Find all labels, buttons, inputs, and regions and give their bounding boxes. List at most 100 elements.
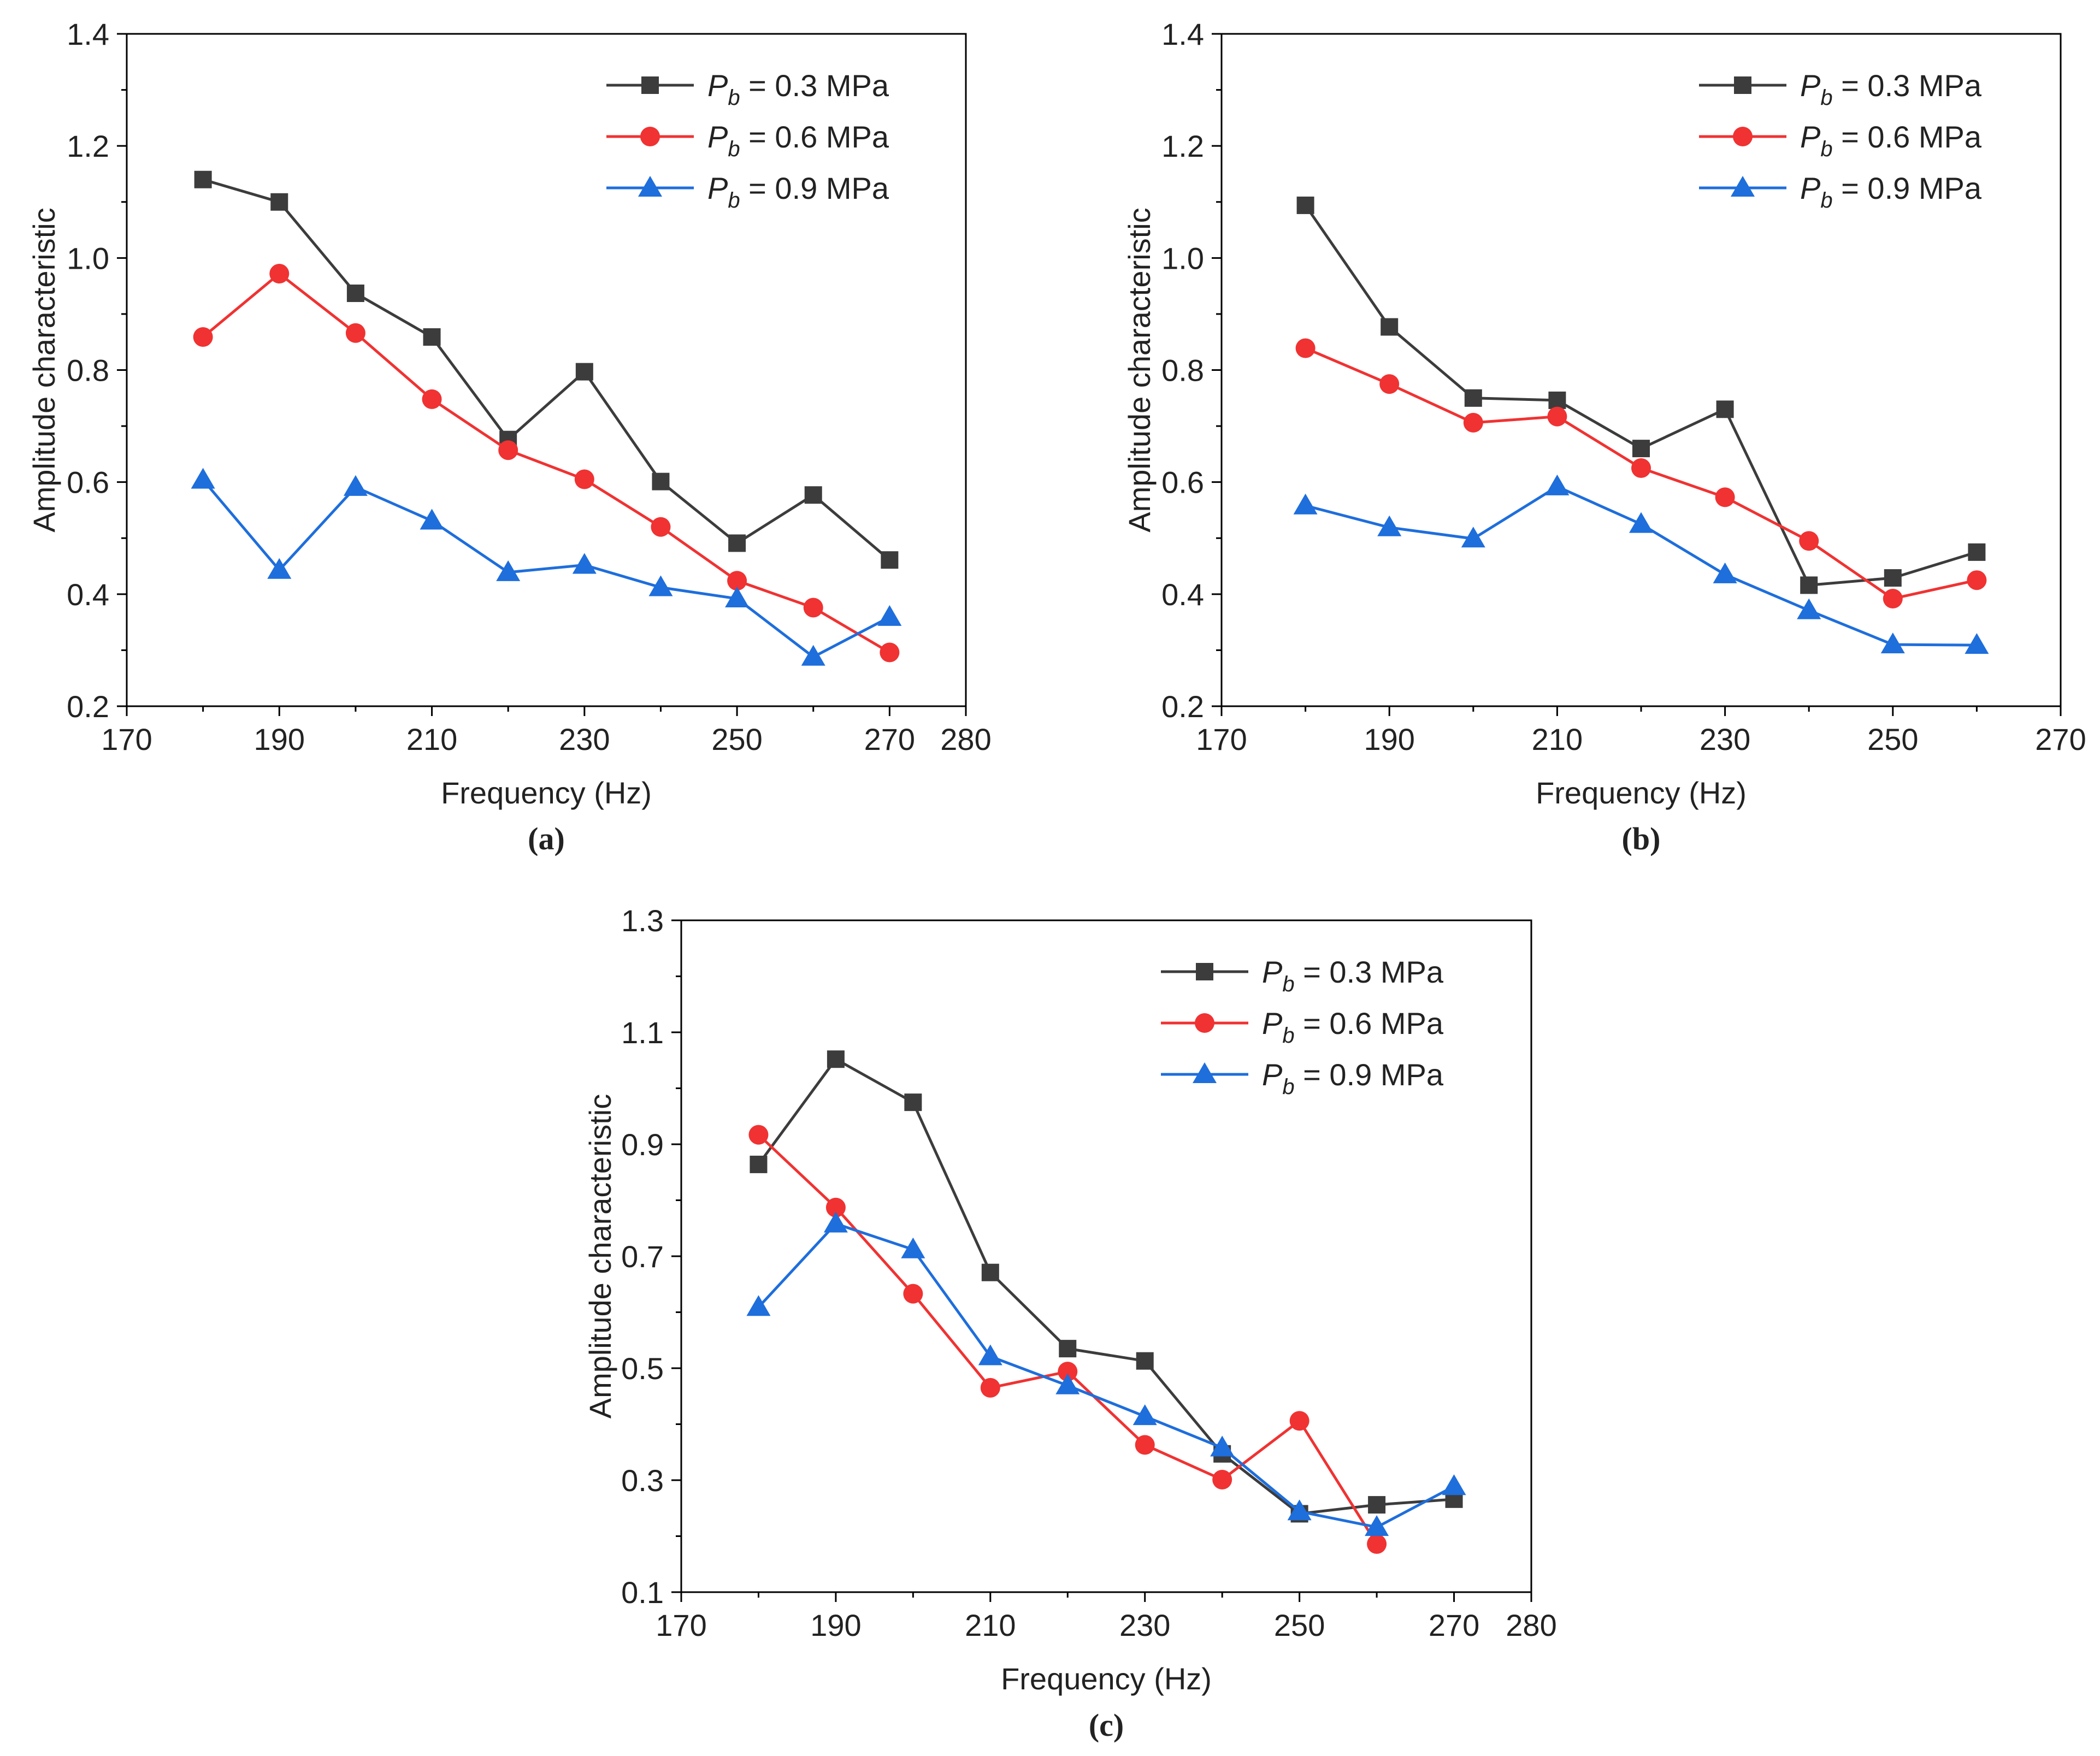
panel-label: (b) — [1622, 821, 1661, 856]
series-square-point — [981, 1263, 999, 1281]
x-tick-label: 250 — [1867, 722, 1918, 756]
series-triangle-point — [1713, 562, 1737, 583]
series-square-point — [1464, 389, 1482, 407]
series-triangle-point — [343, 475, 368, 496]
x-tick-label: 230 — [1119, 1608, 1170, 1642]
series-circle-point — [1367, 1534, 1387, 1554]
legend-label: Pb = 0.9 MPa — [1800, 171, 1982, 212]
legend-marker — [1733, 127, 1753, 146]
y-tick-label: 0.2 — [1161, 689, 1204, 724]
panel-b: 170 190 210 230 250 270 0.2 0.4 0.6 0.8 1.0 1.2 1.4 F… — [1122, 17, 2086, 856]
series-circle-point — [1135, 1435, 1155, 1455]
series-circle-point — [269, 264, 290, 284]
y-axis-title: Amplitude characteristic — [1122, 208, 1157, 532]
legend-label: Pb = 0.6 MPa — [1262, 1006, 1444, 1048]
legend-label-sub: b — [1820, 86, 1832, 110]
panel-label: (a) — [528, 821, 565, 856]
series-circle-point — [825, 1197, 846, 1217]
x-tick-label: 190 — [1364, 722, 1414, 756]
legend-label-var: P — [1800, 68, 1820, 103]
y-tick-label: 0.5 — [621, 1351, 664, 1386]
y-tick-label: 0.4 — [67, 577, 109, 612]
x-tick-label: 230 — [1700, 722, 1750, 756]
series-square-point — [1059, 1340, 1077, 1358]
x-tick-label: 250 — [1274, 1608, 1325, 1642]
series-triangle-point — [1797, 598, 1821, 619]
series-circle-point — [903, 1284, 923, 1304]
legend-label: Pb = 0.3 MPa — [707, 68, 889, 110]
series-triangle-point — [1880, 632, 1905, 654]
series-circle-point — [1883, 589, 1903, 609]
series-square-point — [346, 284, 364, 302]
legend-marker — [640, 127, 660, 146]
legend-marker — [641, 76, 659, 94]
legend-label: Pb = 0.9 MPa — [1262, 1057, 1444, 1099]
series-square-point — [904, 1093, 922, 1111]
series-triangle-point — [1132, 1404, 1157, 1426]
series-triangle-point — [1055, 1373, 1080, 1394]
series-circle-point — [1295, 338, 1316, 358]
series-circle-point — [1463, 412, 1483, 433]
y-tick-label: 0.6 — [67, 465, 109, 500]
series-square-point — [270, 193, 288, 211]
legend-label: Pb = 0.3 MPa — [1262, 955, 1444, 996]
series-square-line — [202, 178, 890, 561]
series-triangle-point — [1287, 1499, 1312, 1521]
legend-label-sub: b — [728, 86, 740, 110]
legend-label-text: = 0.3 MPa — [740, 68, 889, 103]
y-tick-label: 0.8 — [67, 353, 109, 388]
y-tick-label: 1.1 — [621, 1015, 664, 1050]
legend-label-text: = 0.6 MPa — [740, 120, 889, 154]
y-tick-label: 0.2 — [67, 689, 109, 724]
y-axis-title: Amplitude characteristic — [27, 208, 61, 532]
series-circle-line — [202, 272, 890, 654]
x-tick-label: 210 — [406, 722, 457, 756]
legend-label-text: = 0.9 MPa — [1833, 171, 1982, 205]
series-circle-point — [1289, 1411, 1309, 1431]
series-triangle-line — [202, 478, 890, 659]
x-axis-title: Frequency (Hz) — [1536, 776, 1747, 810]
legend-label-sub: b — [1282, 1024, 1294, 1048]
series-square-point — [728, 534, 746, 552]
series-square-point — [827, 1050, 845, 1068]
legend-marker — [1734, 76, 1751, 94]
series-triangle-line — [757, 1222, 1455, 1529]
legend-marker — [1193, 1062, 1217, 1083]
x-tick-label: 270 — [2035, 722, 2086, 756]
series-triangle-point — [1210, 1435, 1235, 1457]
y-axis-title: Amplitude characteristic — [583, 1094, 617, 1418]
series-circle-point — [880, 642, 900, 663]
series-triangle-point — [901, 1237, 925, 1258]
x-tick-label: 170 — [101, 722, 152, 756]
series-circle-point — [1967, 570, 1987, 590]
legend-label-var: P — [707, 120, 728, 154]
series-square-point — [652, 472, 670, 490]
legend-label-var: P — [1262, 955, 1282, 989]
x-axis-title: Frequency (Hz) — [441, 776, 652, 810]
series-square-point — [423, 328, 441, 346]
y-tick-label: 0.7 — [621, 1239, 664, 1274]
series-square-point — [1632, 440, 1650, 458]
legend-marker — [1195, 1013, 1214, 1033]
x-tick-label: 190 — [810, 1608, 861, 1642]
series-circle-point — [980, 1377, 1000, 1398]
series-circle-point — [345, 323, 365, 343]
series-circle-point — [803, 598, 823, 618]
series-triangle-point — [725, 587, 750, 608]
legend-label-var: P — [1800, 120, 1820, 154]
y-tick-label: 1.3 — [621, 903, 664, 938]
panel-label: (c) — [1089, 1707, 1124, 1743]
series-triangle-point — [1965, 633, 1989, 654]
series-square-point — [1716, 400, 1734, 418]
series-triangle-point — [1545, 474, 1570, 495]
series-square-point — [1296, 196, 1314, 214]
x-tick-label: 210 — [1532, 722, 1583, 756]
series-triangle-point — [823, 1211, 848, 1233]
series-circle-point — [193, 327, 213, 347]
series-triangle-point — [1293, 493, 1318, 515]
y-tick-label: 1.0 — [1161, 241, 1204, 275]
x-tick-label: 250 — [711, 722, 762, 756]
x-tick-label: 270 — [864, 722, 915, 756]
series-square-point — [194, 170, 212, 188]
